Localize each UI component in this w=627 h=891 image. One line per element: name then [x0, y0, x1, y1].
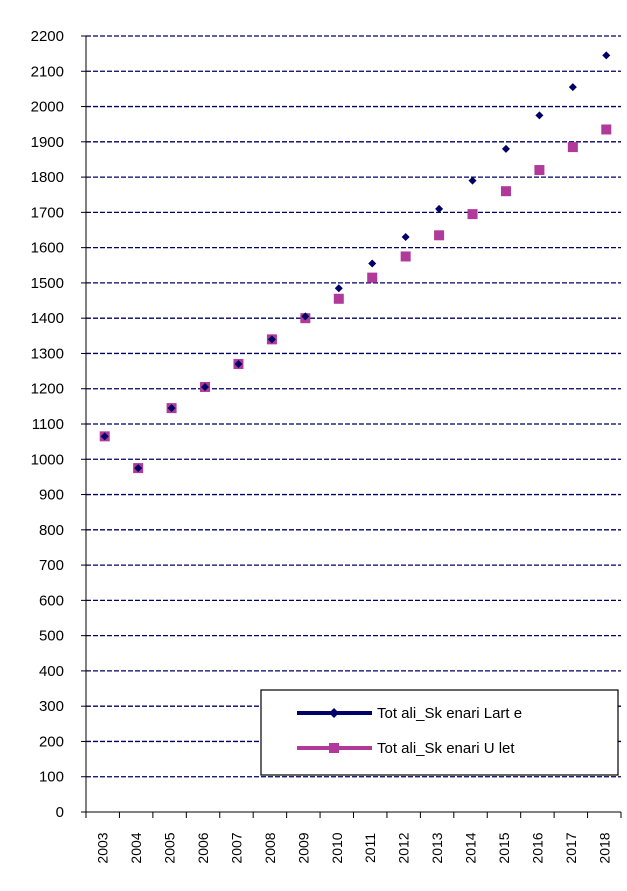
data-point-square [400, 251, 411, 262]
y-tick-label: 700 [39, 557, 64, 574]
data-point-diamond [134, 464, 143, 473]
x-tick-label: 2012 [396, 832, 412, 863]
data-point-diamond [568, 83, 577, 92]
x-tick-label: 2017 [563, 832, 579, 863]
data-point-square [367, 272, 378, 283]
data-point-diamond [535, 111, 544, 120]
series-layer [99, 51, 612, 474]
data-point-diamond [334, 284, 343, 293]
data-point-square [467, 209, 478, 220]
x-tick-label: 2008 [262, 832, 278, 863]
legend-box [260, 689, 619, 776]
x-tick-labels: 2003 2004 2005 2006 2007 2008 2009 2010 2011 2012… [95, 832, 613, 863]
data-point-diamond [201, 382, 210, 391]
x-tick-label: 2011 [362, 833, 378, 863]
y-tick-label: 0 [56, 804, 64, 821]
data-point-diamond [435, 204, 444, 213]
y-tick-label: 2100 [31, 63, 64, 80]
y-tick-label: 1700 [31, 204, 64, 221]
data-point-diamond [602, 51, 611, 60]
data-point-square [500, 186, 511, 197]
data-point-diamond [501, 144, 510, 153]
y-tick-label: 100 [39, 769, 64, 786]
data-point-square [434, 230, 445, 241]
x-tick-label: 2009 [295, 832, 311, 863]
data-point-diamond [167, 404, 176, 413]
y-tick-label: 1200 [31, 381, 64, 398]
data-point-square [567, 142, 578, 153]
y-tick-label: 300 [39, 698, 64, 715]
data-point-square [601, 124, 612, 135]
data-point-diamond [468, 176, 477, 185]
data-point-diamond [234, 360, 243, 369]
grid-layer [86, 35, 621, 778]
legend-label: Tot ali_Sk enari U let [377, 740, 515, 757]
data-point-diamond [100, 432, 109, 441]
data-point-square [333, 293, 344, 304]
y-tick-label: 400 [39, 663, 64, 680]
x-tick-label: 2018 [596, 832, 612, 863]
data-point-square [534, 165, 545, 176]
x-tick-label: 2005 [162, 832, 178, 863]
x-tick-label: 2006 [195, 832, 211, 863]
x-tick-label: 2003 [95, 832, 111, 863]
data-point-diamond [368, 259, 377, 268]
y-tick-label: 1900 [31, 134, 64, 151]
y-tick-label: 900 [39, 487, 64, 504]
legend-square-marker [329, 743, 339, 753]
x-tick-label: 2016 [529, 832, 545, 863]
y-tick-label: 1800 [31, 169, 64, 186]
legend: Tot ali_Sk enari Lart e Tot ali_Sk enari … [260, 689, 619, 776]
y-tick-label: 2200 [31, 28, 64, 45]
y-tick-label: 1300 [31, 345, 64, 362]
axis-layer [81, 35, 622, 818]
data-point-diamond [301, 312, 310, 321]
y-tick-label: 1400 [31, 310, 64, 327]
x-tick-label: 2004 [128, 832, 144, 863]
y-tick-label: 1600 [31, 240, 64, 257]
data-point-diamond [401, 233, 410, 242]
x-tick-label: 2007 [228, 832, 244, 863]
y-tick-label: 1100 [32, 416, 64, 433]
legend-diamond-marker [329, 708, 339, 718]
y-tick-label: 1000 [31, 451, 64, 468]
x-tick-label: 2015 [496, 832, 512, 863]
data-point-diamond [267, 335, 276, 344]
y-tick-label: 200 [39, 733, 64, 750]
x-tick-label: 2014 [463, 832, 479, 863]
legend-label: Tot ali_Sk enari Lart e [377, 705, 522, 722]
y-tick-label: 600 [39, 592, 64, 609]
y-tick-label: 1500 [31, 275, 64, 292]
x-tick-label: 2010 [329, 832, 345, 863]
y-tick-label: 2000 [31, 99, 64, 116]
x-tick-label: 2013 [429, 832, 445, 863]
y-tick-labels: 0 100 200 300 400 500 600 700 800 900 1000 1100 1200… [31, 28, 64, 821]
y-tick-label: 800 [39, 522, 64, 539]
y-tick-label: 500 [39, 628, 64, 645]
